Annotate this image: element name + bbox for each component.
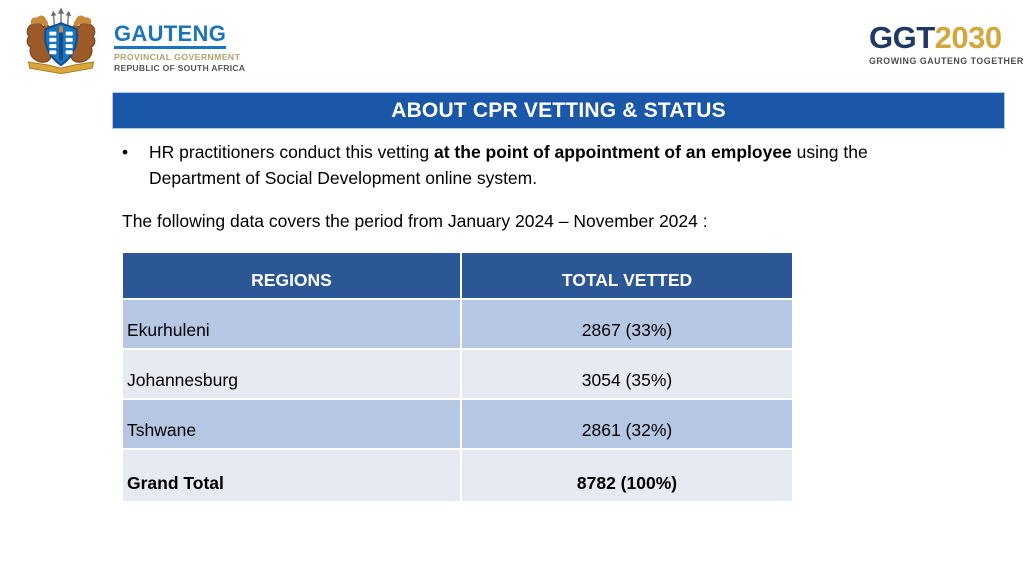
- ggt2030-logo-text: GGT2030: [869, 22, 1024, 53]
- table-row-ekurhuleni-region: Ekurhuleni: [123, 300, 460, 348]
- table-header-total-vetted: TOTAL VETTED: [462, 253, 792, 298]
- gauteng-logo: GAUTENG PROVINCIAL GOVERNMENT REPUBLIC O…: [12, 6, 245, 76]
- gauteng-logo-subtitle-1: PROVINCIAL GOVERNMENT: [114, 52, 241, 62]
- gauteng-coat-of-arms-icon: [26, 7, 96, 75]
- slide-title-banner: ABOUT CPR VETTING & STATUS: [112, 92, 1005, 129]
- table-row-johannesburg-total: 3054 (35%): [462, 350, 792, 398]
- bullet-marker: •: [122, 142, 129, 162]
- table-row-ekurhuleni-total: 2867 (33%): [462, 300, 792, 348]
- table-row-johannesburg-region: Johannesburg: [123, 350, 460, 398]
- period-statement: The following data covers the period fro…: [122, 211, 708, 231]
- bullet-text-pre: HR practitioners conduct this vetting: [149, 142, 434, 162]
- bullet-paragraph: • HR practitioners conduct this vetting …: [122, 139, 954, 191]
- vetting-table: REGIONS TOTAL VETTED Ekurhuleni 2867 (33…: [123, 253, 792, 501]
- slide-title: ABOUT CPR VETTING & STATUS: [391, 98, 726, 122]
- table-row-grand-total-region: Grand Total: [123, 450, 460, 501]
- gauteng-logo-text: GAUTENG PROVINCIAL GOVERNMENT REPUBLIC O…: [114, 23, 245, 73]
- ggt-year: 2030: [934, 20, 1002, 55]
- ggt2030-logo: GGT2030 GROWING GAUTENG TOGETHER: [869, 22, 1024, 66]
- table-row-tshwane-region: Tshwane: [123, 400, 460, 448]
- bullet-text-post: using the Department of Social Developme…: [149, 142, 868, 188]
- bullet-text-bold: at the point of appointment of an employ…: [434, 142, 792, 162]
- ggt-tagline: GROWING GAUTENG TOGETHER: [869, 56, 1024, 66]
- table-header-regions: REGIONS: [123, 253, 460, 298]
- table-row-grand-total-total: 8782 (100%): [462, 450, 792, 501]
- gauteng-logo-name: GAUTENG: [114, 23, 227, 49]
- ggt-prefix: GGT: [869, 20, 935, 55]
- gauteng-logo-subtitle-2: REPUBLIC OF SOUTH AFRICA: [114, 63, 246, 73]
- bullet-text: HR practitioners conduct this vetting at…: [149, 139, 954, 191]
- table-row-tshwane-total: 2861 (32%): [462, 400, 792, 448]
